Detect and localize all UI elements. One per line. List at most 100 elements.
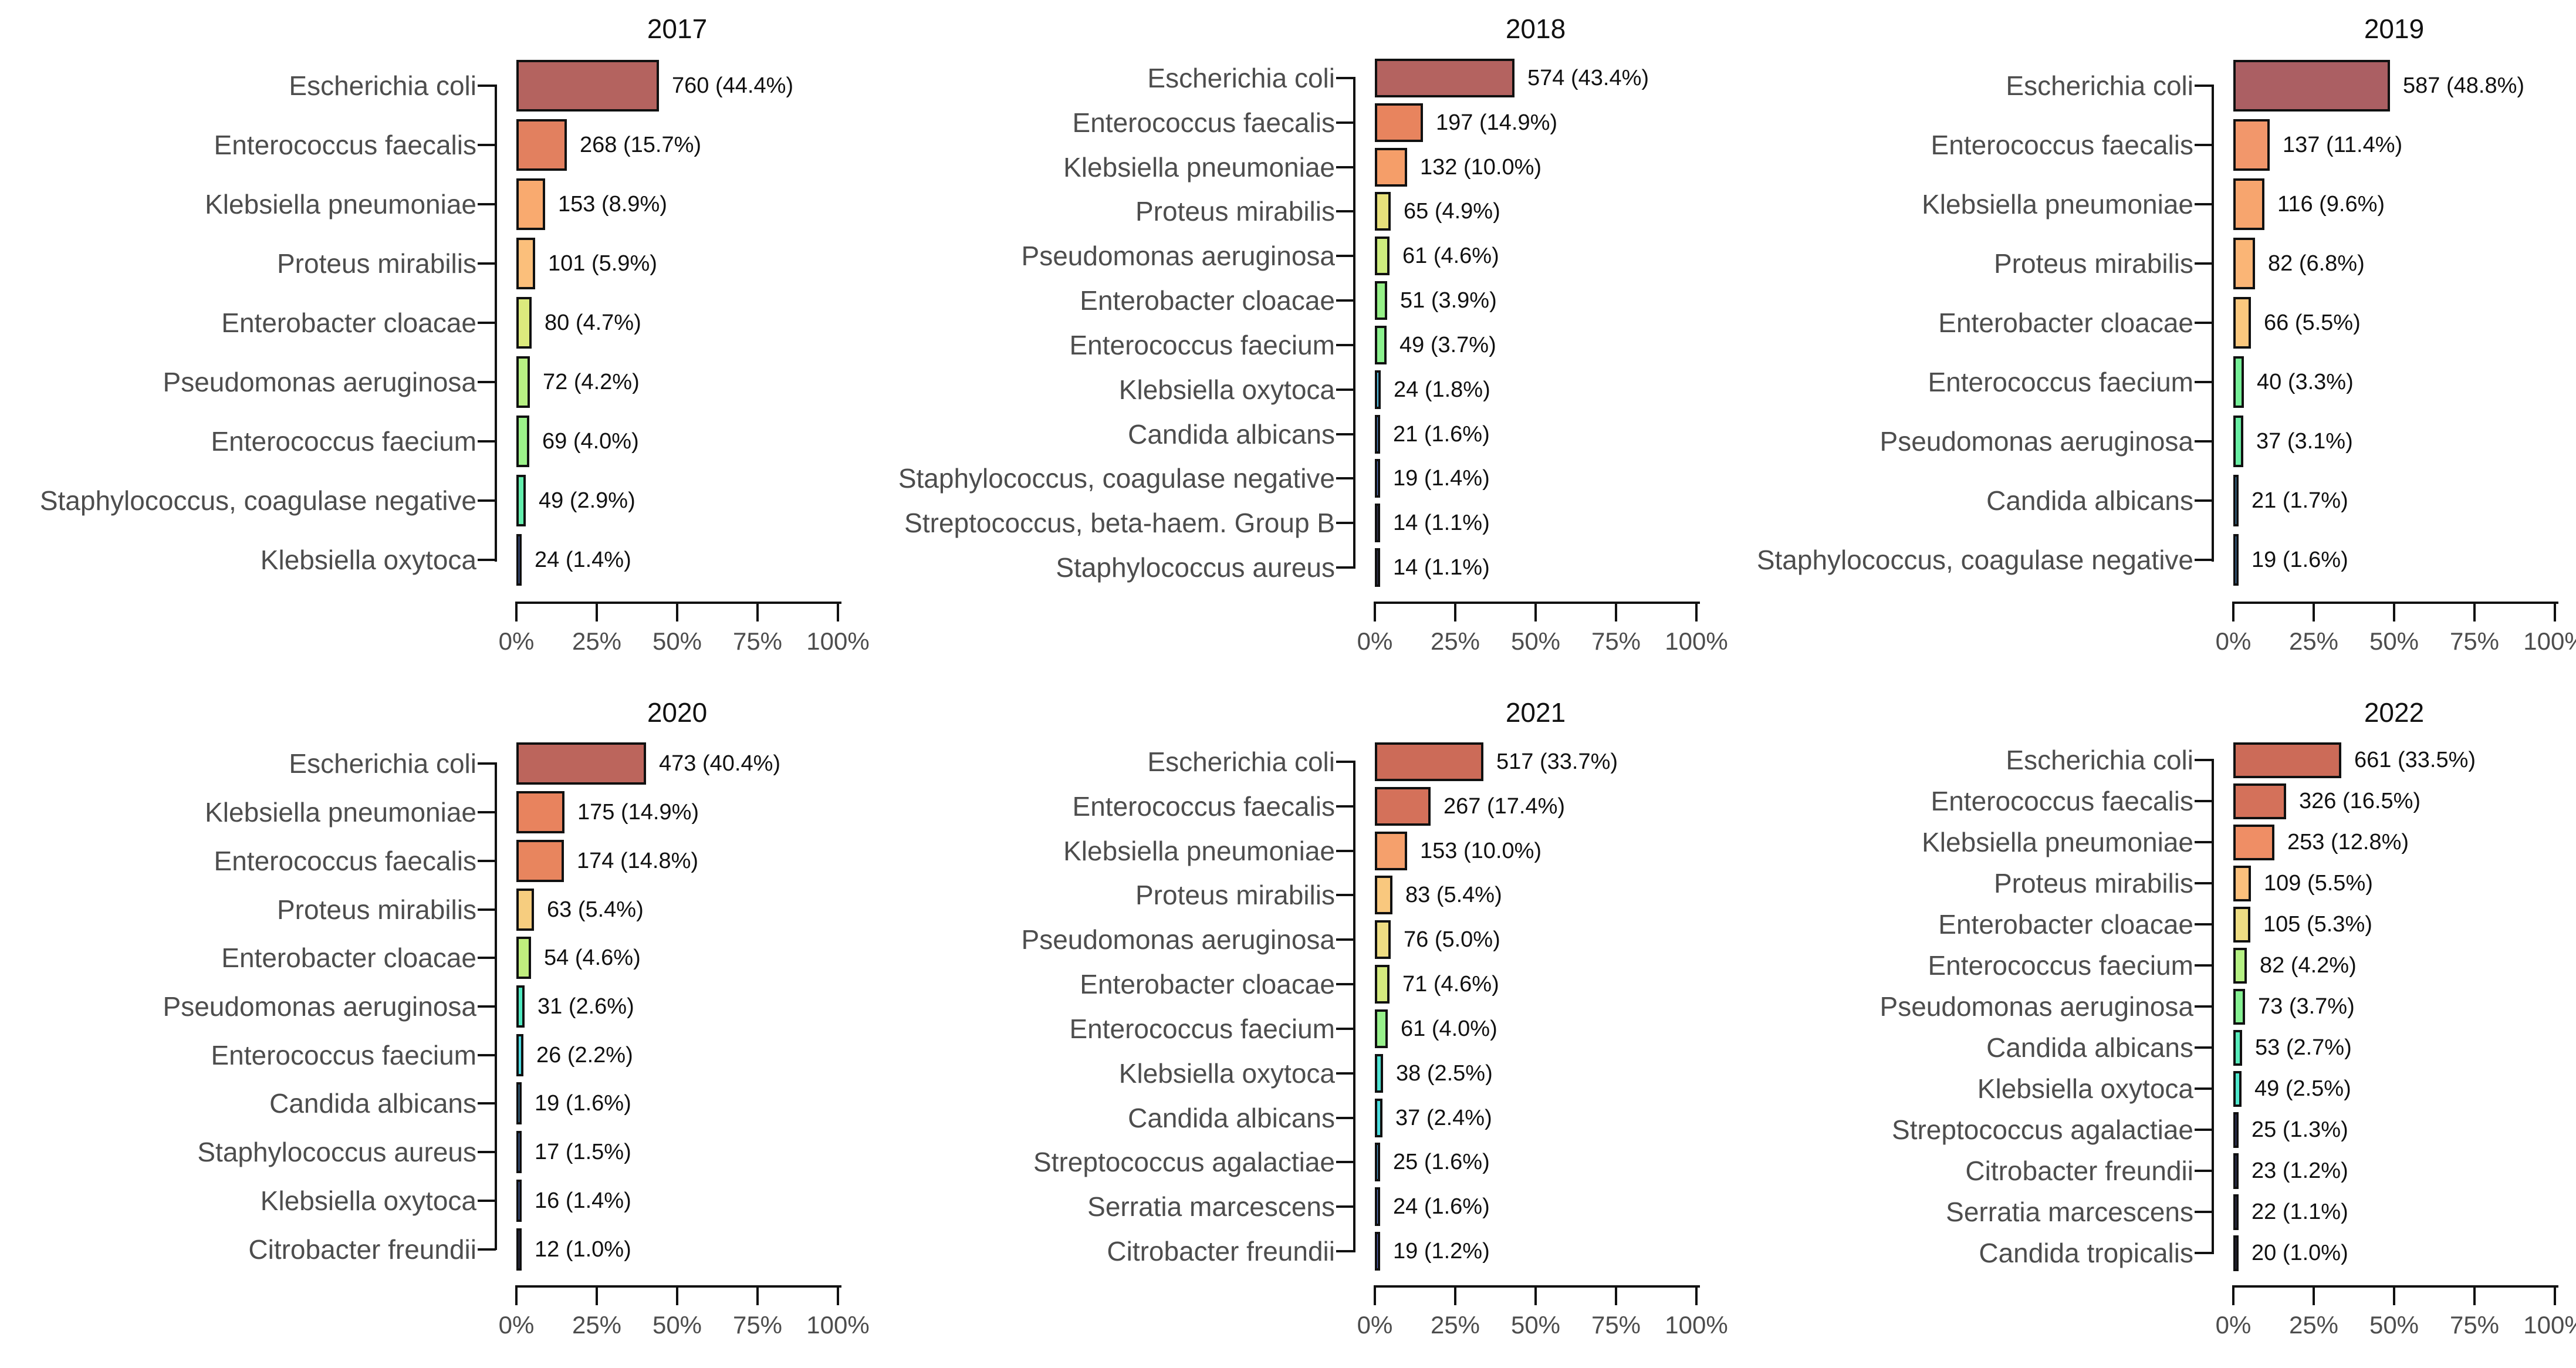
x-axis-tick: [515, 604, 518, 621]
bar: [2233, 1153, 2239, 1189]
bar-value-label: 26 (2.2%): [536, 1043, 633, 1068]
bar-value-label: 19 (1.2%): [1393, 1239, 1490, 1264]
bar-value-label: 24 (1.8%): [1394, 377, 1490, 402]
category-tick: [1336, 761, 1354, 763]
category-label: Klebsiella oxytoca: [1118, 1058, 1335, 1089]
bar-value-label: 101 (5.9%): [548, 251, 657, 276]
x-axis-tick: [1534, 1288, 1537, 1305]
bar: [1375, 920, 1391, 959]
category-tick: [478, 440, 496, 443]
category-label: Pseudomonas aeruginosa: [163, 991, 476, 1022]
category-tick: [478, 957, 496, 959]
category-label: Citrobacter freundii: [1107, 1236, 1335, 1266]
x-axis-tick: [837, 1288, 839, 1305]
bar-value-label: 49 (2.5%): [2254, 1076, 2351, 1101]
bar-value-label: 71 (4.6%): [1402, 972, 1499, 997]
x-axis-tick: [596, 1288, 598, 1305]
x-axis-tick: [837, 604, 839, 621]
bar-value-label: 19 (1.4%): [1393, 466, 1490, 491]
bar-value-label: 19 (1.6%): [535, 1091, 631, 1116]
bar: [516, 742, 646, 785]
bar: [2233, 825, 2274, 860]
x-axis-tick-label: 0%: [2215, 1311, 2252, 1339]
category-tick: [1336, 121, 1354, 124]
bar-value-label: 66 (5.5%): [2264, 310, 2361, 335]
bar-value-label: 760 (44.4%): [672, 73, 794, 98]
category-tick: [2195, 322, 2213, 324]
category-tick: [478, 1005, 496, 1008]
category-tick: [1336, 983, 1354, 985]
panel-title: 2020: [647, 697, 708, 728]
x-axis-tick-label: 100%: [1665, 627, 1728, 655]
category-label: Enterococcus faecalis: [1072, 107, 1335, 138]
category-label: Klebsiella pneumoniae: [1922, 827, 2193, 857]
category-label: Enterococcus faecium: [1069, 330, 1335, 360]
x-axis-tick: [1374, 1288, 1376, 1305]
bar: [516, 534, 522, 586]
bar-value-label: 73 (3.7%): [2258, 994, 2355, 1019]
panel-2021: 2021 Escherichia coli 517 (33.7%) Enterococ…: [858, 684, 1728, 1367]
x-axis-tick-label: 50%: [652, 1311, 702, 1339]
x-axis-tick-label: 75%: [2449, 1311, 2500, 1339]
category-tick: [478, 811, 496, 813]
bar-value-label: 174 (14.8%): [577, 849, 699, 873]
bar-value-label: 53 (2.7%): [2255, 1035, 2352, 1060]
x-axis-tick: [2554, 604, 2556, 621]
category-label: Proteus mirabilis: [1135, 880, 1335, 910]
bar-value-label: 14 (1.1%): [1393, 555, 1490, 580]
category-tick: [2195, 759, 2213, 761]
bar: [1375, 504, 1380, 542]
bar: [2233, 866, 2251, 901]
category-label: Enterococcus faecium: [1928, 950, 2193, 981]
bar-value-label: 12 (1.0%): [535, 1237, 631, 1262]
bar: [1375, 148, 1407, 187]
bar-value-label: 61 (4.0%): [1401, 1016, 1497, 1041]
category-label: Candida albicans: [1128, 419, 1335, 450]
bar: [1375, 1009, 1388, 1048]
bar: [1375, 1099, 1382, 1137]
category-label: Klebsiella pneumoniae: [1063, 836, 1335, 866]
bar-value-label: 109 (5.5%): [2264, 871, 2373, 896]
bar: [1375, 59, 1515, 97]
category-label: Candida albicans: [1986, 485, 2193, 516]
category-tick: [1336, 894, 1354, 896]
category-label: Enterococcus faecium: [211, 426, 476, 457]
y-axis-spine: [495, 762, 497, 1250]
bar-value-label: 253 (12.8%): [2287, 830, 2409, 854]
bar: [1375, 103, 1423, 142]
bar: [2233, 1112, 2239, 1148]
category-tick: [2195, 964, 2213, 967]
category-label: Klebsiella oxytoca: [260, 545, 476, 575]
panel-2017: 2017 Escherichia coli 760 (44.4%) Enterococ…: [0, 0, 870, 684]
category-label: Proteus mirabilis: [277, 248, 476, 279]
category-tick: [1336, 389, 1354, 391]
bar: [516, 889, 534, 931]
category-tick: [2195, 1129, 2213, 1131]
bar-value-label: 326 (16.5%): [2299, 789, 2421, 813]
bar: [1375, 832, 1407, 870]
bar-value-label: 80 (4.7%): [545, 310, 641, 335]
category-tick: [478, 322, 496, 324]
category-tick: [1336, 433, 1354, 435]
panel-title: 2019: [2364, 13, 2425, 44]
category-tick: [2195, 203, 2213, 205]
category-tick: [1336, 344, 1354, 346]
bar: [516, 937, 531, 979]
x-axis-tick-label: 25%: [572, 1311, 622, 1339]
x-axis-tick: [676, 1288, 678, 1305]
bar: [516, 1082, 522, 1124]
category-tick: [1336, 1205, 1354, 1208]
x-axis-tick-label: 100%: [806, 627, 870, 655]
bar: [516, 475, 526, 526]
category-label: Klebsiella oxytoca: [260, 1185, 476, 1216]
bar: [2233, 742, 2341, 778]
bar: [2233, 1194, 2239, 1230]
category-tick: [478, 1151, 496, 1153]
category-label: Escherichia coli: [2006, 745, 2193, 775]
category-label: Streptococcus agalactiae: [1033, 1147, 1335, 1177]
category-label: Serratia marcescens: [1087, 1191, 1335, 1222]
category-tick: [2195, 85, 2213, 87]
x-axis: [2232, 602, 2558, 604]
x-axis-tick: [1374, 604, 1376, 621]
category-label: Staphylococcus, coagulase negative: [1756, 545, 2193, 575]
